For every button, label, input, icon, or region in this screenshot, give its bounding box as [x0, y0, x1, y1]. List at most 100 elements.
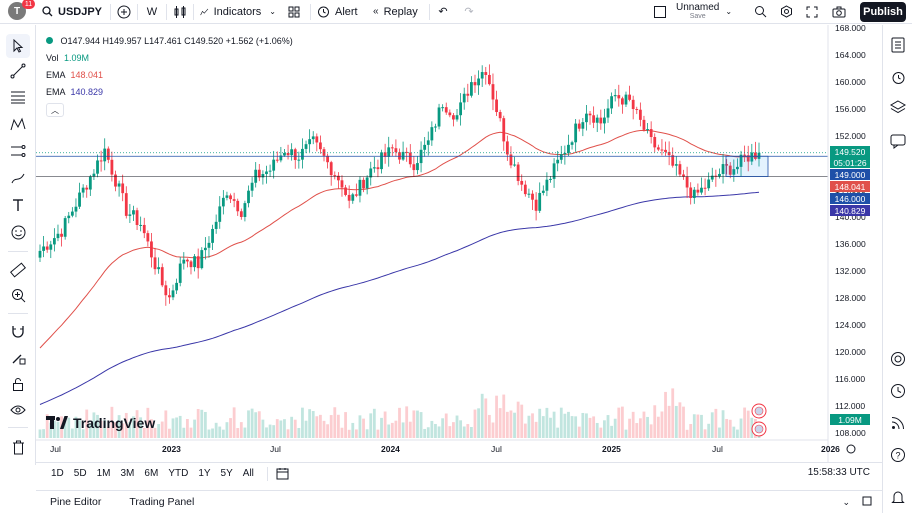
collapse-legend-button[interactable]: ︿: [46, 103, 64, 117]
object-tree-button[interactable]: [886, 95, 910, 119]
ema-slow-row[interactable]: EMA 140.829: [46, 87, 104, 97]
candle-body: [358, 179, 362, 196]
range-button-all[interactable]: All: [242, 468, 254, 479]
hide-legend-toggle[interactable]: [46, 37, 53, 44]
symbol-search[interactable]: USDJPY: [36, 0, 110, 24]
price-axis[interactable]: 168.000164.000160.000156.000152.000148.0…: [827, 25, 866, 462]
range-button-ytd[interactable]: YTD: [168, 468, 189, 479]
quick-search-button[interactable]: [748, 0, 774, 24]
tradingview-logo[interactable]: TradingView: [46, 415, 155, 431]
range-button-6m[interactable]: 6M: [144, 468, 159, 479]
trendline-tool[interactable]: [6, 59, 30, 83]
candles-icon: [174, 5, 186, 18]
watchlist-button[interactable]: [886, 33, 910, 57]
candle-body: [232, 199, 236, 201]
magnet-tool[interactable]: [6, 319, 30, 343]
candle-body: [700, 187, 703, 193]
indicators-button[interactable]: Indicators ⌄: [194, 0, 282, 24]
ohlc-values: O147.944 H149.957 L147.461 C149.520 +1.5…: [60, 36, 293, 46]
redo-button[interactable]: ↷: [456, 0, 482, 24]
fib-tool[interactable]: [6, 85, 30, 109]
publish-button[interactable]: Publish: [860, 2, 906, 22]
remove-drawings-tool[interactable]: [6, 435, 30, 459]
text-tool[interactable]: [6, 193, 30, 217]
range-button-1m[interactable]: 1M: [96, 468, 111, 479]
candle-body: [178, 263, 182, 283]
time-axis[interactable]: Jul 2023 Jul 2024 Jul 2025 Jul 2026: [36, 439, 856, 454]
maximize-panel-button[interactable]: [862, 496, 872, 509]
volume-bar: [441, 418, 445, 438]
lock-drawings-tool[interactable]: [6, 372, 30, 396]
candle-body: [214, 221, 218, 229]
candle-body: [502, 118, 506, 142]
range-button-5d[interactable]: 5D: [73, 468, 87, 479]
cursor-tool[interactable]: [6, 34, 30, 58]
forecast-tool[interactable]: [6, 139, 30, 163]
candle-body: [117, 183, 121, 187]
brush-tool[interactable]: [6, 166, 30, 190]
volume-bar: [74, 416, 78, 438]
zoom-tool[interactable]: [6, 283, 30, 307]
compare-button[interactable]: [111, 0, 137, 24]
alert-button[interactable]: Alert: [311, 0, 367, 24]
collapse-panel-button[interactable]: ⌄: [842, 497, 850, 508]
ema-fast-row[interactable]: EMA 148.041: [46, 70, 104, 80]
volume-bar: [304, 420, 308, 438]
layouts-button[interactable]: [282, 0, 310, 24]
range-box[interactable]: [725, 155, 769, 177]
alerts-button[interactable]: [886, 65, 910, 89]
volume-bar: [545, 407, 549, 438]
volume-bar: [200, 409, 204, 438]
volume-bar: [685, 429, 689, 438]
emoji-tool[interactable]: [6, 220, 30, 244]
candle-body: [423, 144, 427, 150]
utc-clock[interactable]: 15:58:33 UTC: [807, 467, 870, 478]
layout-menu[interactable]: Unnamed Save ⌄: [648, 0, 748, 24]
pattern-tool[interactable]: [6, 112, 30, 136]
candle-body: [60, 233, 63, 237]
candle-body: [387, 147, 391, 157]
fullscreen-button[interactable]: [800, 0, 826, 24]
streams-button[interactable]: [886, 379, 910, 403]
measure-tool[interactable]: [6, 258, 30, 282]
candle-body: [412, 164, 416, 171]
price-chart[interactable]: 168.000 164.000 160.000 156.000 152.000 148.0…: [36, 25, 882, 462]
range-button-3m[interactable]: 3M: [120, 468, 135, 479]
settings-button[interactable]: [774, 0, 800, 24]
candle-body: [714, 175, 718, 177]
ideas-button[interactable]: [886, 347, 910, 371]
candle-body: [674, 164, 678, 166]
range-button-1y[interactable]: 1Y: [198, 468, 211, 479]
volume-row[interactable]: Vol 1.09M: [46, 53, 90, 63]
axis-settings-icon[interactable]: [846, 444, 856, 454]
volume-bar: [656, 416, 660, 438]
tab-pine-editor[interactable]: Pine Editor: [50, 496, 102, 508]
news-button[interactable]: [886, 411, 910, 435]
stay-in-drawing-tool[interactable]: [6, 345, 30, 369]
volume-bar: [671, 388, 675, 438]
interval-button[interactable]: W: [146, 5, 158, 18]
volume-label: 1.09M: [830, 414, 870, 425]
chart-type-button[interactable]: [167, 0, 193, 24]
candle-body: [275, 159, 279, 161]
help-button[interactable]: ?: [886, 443, 910, 467]
range-button-5y[interactable]: 5Y: [220, 468, 233, 479]
hide-drawings-tool[interactable]: [6, 398, 30, 422]
horizontal-levels[interactable]: [36, 152, 828, 437]
candle-body: [196, 256, 200, 269]
chat-button[interactable]: [886, 129, 910, 153]
range-button-1d[interactable]: 1D: [51, 468, 64, 479]
volume-bar: [452, 422, 455, 438]
notifications-button[interactable]: [886, 485, 910, 509]
candle-body: [577, 123, 581, 129]
user-avatar[interactable]: T: [8, 2, 26, 20]
volume-bar: [689, 424, 693, 438]
layout-checkbox[interactable]: [654, 5, 666, 18]
tab-trading-panel[interactable]: Trading Panel: [129, 496, 195, 508]
volume-bar: [124, 412, 128, 438]
snapshot-button[interactable]: [826, 0, 852, 24]
volume-bar: [692, 414, 696, 438]
replay-button[interactable]: « Replay: [373, 5, 418, 18]
goto-date-button[interactable]: [276, 467, 292, 481]
undo-button[interactable]: ↶: [430, 0, 456, 24]
